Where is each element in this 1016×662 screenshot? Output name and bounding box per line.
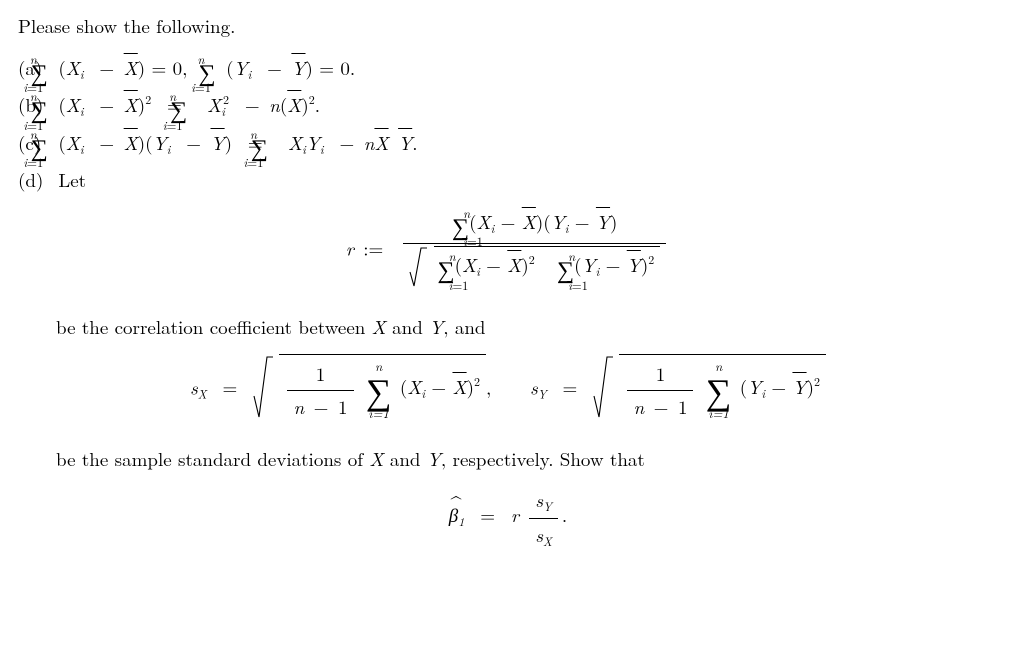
sqrt-icon: 1 n − 1 n ∑ i=1 (Xi − X)2 [253,354,486,427]
let-text: Let [58,166,86,193]
text-corr: be the correlation coefficient between X… [56,313,998,341]
eq-c: ∑ n i=1 (Xi − X)(Yi − Y) = ∑ n i=1 XiYi … [58,129,417,156]
item-a: (a) ∑ n i=1 (Xi − X) = 0, ∑ n i=1 (Yi − … [18,54,998,88]
sum-icon: ∑ n i=1 [438,256,455,285]
intro-text: Please show the following. [18,12,998,40]
sum-icon: ∑ n i=1 [452,213,469,242]
eq-b: ∑ n i=1 (Xi − X)2 = ∑ n i=1 Xi2 − n(X)2. [58,91,320,118]
bigsum-icon: n ∑ i=1 [706,357,732,423]
eq-a-1: ∑ n i=1 (Xi − X) = 0, [58,54,193,81]
text-sd: be the sample standard deviations of X a… [56,445,998,473]
sqrt-icon: ∑ n i=1 (Xi − X)2 ∑ n i=1 (Yi − Y)2 [409,246,660,295]
bigsum-icon: n ∑ i=1 [366,357,392,423]
item-b: (b) ∑ n i=1 (Xi − X)2 = ∑ n i=1 Xi2 − n(… [18,91,998,125]
eq-r-def: r := ∑ n i=1 (Xi − X)(Yi − Y) ∑ n i=1 [18,208,998,295]
eq-beta: β1 = r sY sX . [18,486,998,550]
eq-sx-sy: sX = 1 n − 1 n ∑ i=1 (Xi − X)2 , sY = [18,354,998,427]
item-d: (d) Let [18,166,998,194]
sqrt-icon: 1 n − 1 n ∑ i=1 (Yi − Y)2 [593,354,826,427]
eq-a-2: ∑ n i=1 (Yi − Y) = 0. [226,54,355,81]
beta-hat: β [449,501,458,529]
sum-icon: ∑ n i=1 [557,256,574,285]
item-c: (c) ∑ n i=1 (Xi − X)(Yi − Y) = ∑ n i=1 X… [18,129,998,163]
